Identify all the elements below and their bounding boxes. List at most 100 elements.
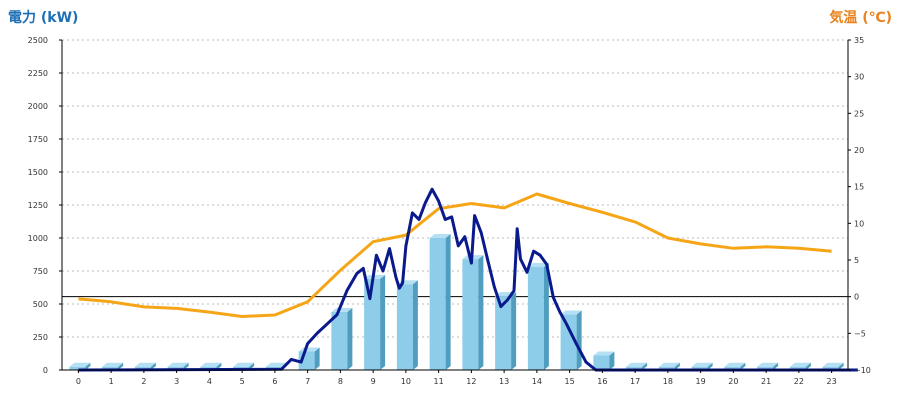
x-tick-label: 3: [174, 377, 179, 386]
bar-top: [331, 307, 353, 312]
bar-side: [674, 362, 680, 370]
bar: [429, 234, 451, 370]
right-axis-title: 気温 (℃): [829, 9, 892, 26]
bar: [560, 310, 582, 370]
left-tick-label: 1500: [28, 168, 48, 177]
bar-top: [757, 362, 779, 367]
x-tick-label: 23: [827, 377, 837, 386]
bar-top: [265, 362, 287, 367]
bar-top: [626, 362, 648, 367]
left-tick-label: 1000: [28, 234, 48, 243]
bar-face: [396, 284, 413, 370]
x-tick-label: 10: [401, 377, 411, 386]
bar-face: [724, 366, 741, 370]
bar-top: [429, 234, 451, 238]
right-tick-label: 25: [854, 109, 864, 118]
bar-side: [773, 362, 779, 370]
x-tick-label: 17: [630, 377, 640, 386]
right-tick-label: −10: [854, 366, 871, 375]
bar: [691, 362, 713, 370]
x-tick-label: 22: [794, 377, 804, 386]
right-tick-label: 0: [854, 293, 859, 302]
x-tick-label: 12: [466, 377, 476, 386]
bar-top: [527, 263, 549, 268]
bar: [495, 292, 517, 370]
bar: [69, 362, 91, 370]
grid: [62, 39, 848, 338]
x-tick-label: 11: [434, 377, 444, 386]
right-tick-label: 5: [854, 256, 859, 265]
bar-top: [233, 362, 255, 367]
bar-side: [543, 263, 549, 370]
x-tick-label: 6: [272, 377, 277, 386]
x-tick-label: 2: [141, 377, 146, 386]
bar-side: [314, 347, 320, 370]
bar-top: [69, 362, 91, 367]
x-tick-label: 13: [499, 377, 509, 386]
x-tick-label: 8: [338, 377, 343, 386]
bar-side: [85, 362, 91, 370]
bar-top: [789, 362, 811, 367]
bar-face: [462, 259, 479, 370]
right-tick-label: 35: [854, 36, 864, 45]
bar-side: [118, 362, 124, 370]
bar-face: [691, 366, 708, 370]
bar-top: [691, 362, 713, 367]
x-tick-label: 20: [728, 377, 738, 386]
left-axis-title: 電力 (kW): [8, 9, 78, 26]
bar: [331, 307, 353, 370]
bar-face: [593, 355, 610, 370]
bar: [658, 362, 680, 370]
x-tick-label: 5: [240, 377, 245, 386]
left-tick-label: 250: [33, 333, 48, 342]
x-tick-label: 19: [696, 377, 706, 386]
bar-side: [576, 310, 582, 370]
bar-face: [69, 366, 86, 370]
bar-face: [102, 366, 119, 370]
x-tick-label: 9: [371, 377, 376, 386]
bar-face: [658, 366, 675, 370]
bar-top: [724, 362, 746, 367]
bar-side: [412, 280, 418, 370]
bar: [364, 274, 386, 370]
bar: [626, 362, 648, 370]
x-tick-label: 21: [761, 377, 771, 386]
left-tick-label: 500: [33, 300, 48, 309]
bar-top: [200, 362, 222, 367]
bar-face: [331, 311, 348, 370]
right-tick-label: −5: [854, 329, 866, 338]
right-tick-label: 15: [854, 183, 864, 192]
line-series: [78, 187, 858, 372]
bar: [757, 362, 779, 370]
left-tick-label: 1250: [28, 201, 48, 210]
bar-side: [478, 255, 484, 370]
left-tick-label: 750: [33, 267, 48, 276]
bar: [593, 351, 615, 370]
bar: [102, 362, 124, 370]
bar-side: [445, 234, 451, 370]
left-tick-label: 2500: [28, 36, 48, 45]
x-tick-label: 14: [532, 377, 542, 386]
x-tick-label: 1: [109, 377, 114, 386]
x-tick-label: 15: [565, 377, 575, 386]
bar-top: [593, 351, 615, 356]
power-line: [78, 187, 858, 372]
bar-side: [347, 307, 353, 370]
bar-top: [134, 362, 156, 367]
bar-side: [805, 362, 811, 370]
bar: [462, 255, 484, 370]
x-tick-label: 18: [663, 377, 673, 386]
bar-top: [102, 362, 124, 367]
bar-side: [740, 362, 746, 370]
bar: [789, 362, 811, 370]
bar-face: [429, 238, 446, 370]
bar-face: [757, 366, 774, 370]
bar-face: [822, 366, 839, 370]
x-tick-label: 16: [597, 377, 607, 386]
bar-side: [707, 362, 713, 370]
axes: 02505007501000125015001750200022502500−1…: [28, 36, 871, 386]
bar-face: [626, 366, 643, 370]
right-tick-label: 10: [854, 219, 864, 228]
x-tick-label: 7: [305, 377, 310, 386]
